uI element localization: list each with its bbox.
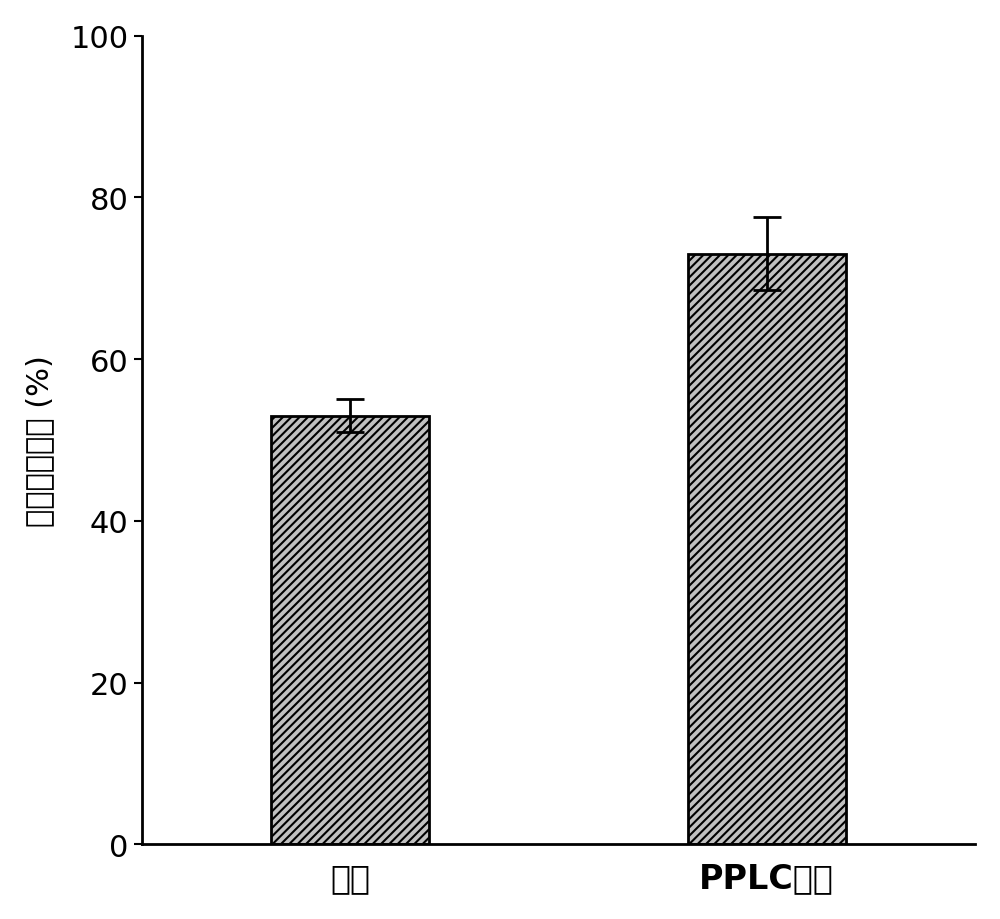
Bar	[271, 416, 429, 845]
Y-axis label: 蛋白质去除率 (%): 蛋白质去除率 (%)	[25, 355, 54, 527]
Bar	[688, 255, 846, 845]
